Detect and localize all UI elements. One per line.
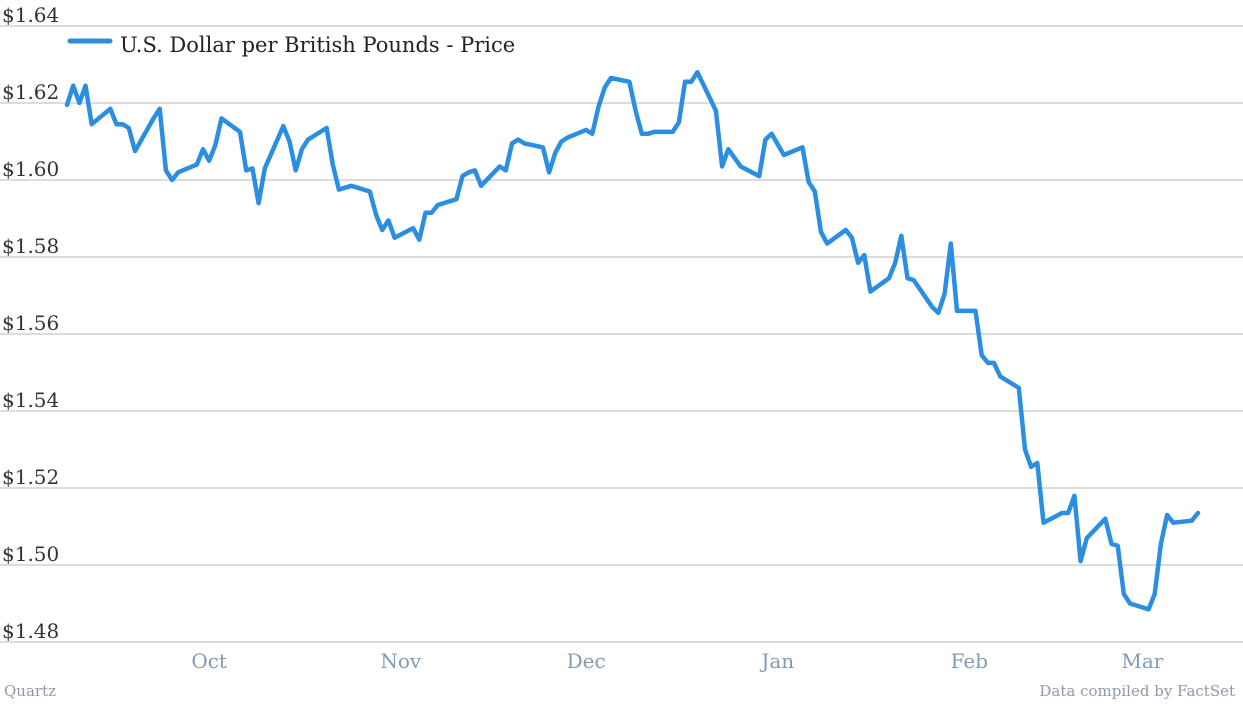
data-credit: Data compiled by FactSet [1039,682,1235,700]
x-tick-label: Jan [759,649,794,673]
y-tick-label: $1.64 [2,3,59,27]
x-tick-label: Mar [1121,649,1163,673]
grid-lines [0,25,1243,643]
x-tick-label: Nov [380,649,422,673]
x-axis-tick-labels: Oct Nov Dec Jan Feb Mar [191,649,1163,673]
source-credit: Quartz [4,682,57,700]
y-tick-label: $1.54 [2,388,59,412]
x-tick-label: Oct [191,649,227,673]
series-line [64,69,1201,612]
legend: U.S. Dollar per British Pounds - Price [67,33,515,57]
x-tick-label: Feb [951,649,988,673]
y-tick-label: $1.60 [2,157,59,181]
y-tick-label: $1.50 [2,542,59,566]
y-tick-label: $1.62 [2,80,59,104]
legend-label: U.S. Dollar per British Pounds - Price [120,33,515,57]
y-tick-label: $1.48 [2,619,59,643]
series-layer [64,69,1201,612]
x-tick-label: Dec [567,649,606,673]
y-tick-label: $1.58 [2,234,59,258]
y-tick-label: $1.52 [2,465,59,489]
y-tick-label: $1.56 [2,311,59,335]
y-axis-tick-labels: $1.64 $1.62 $1.60 $1.58 $1.56 $1.54 $1.52 $1.50… [2,3,59,643]
